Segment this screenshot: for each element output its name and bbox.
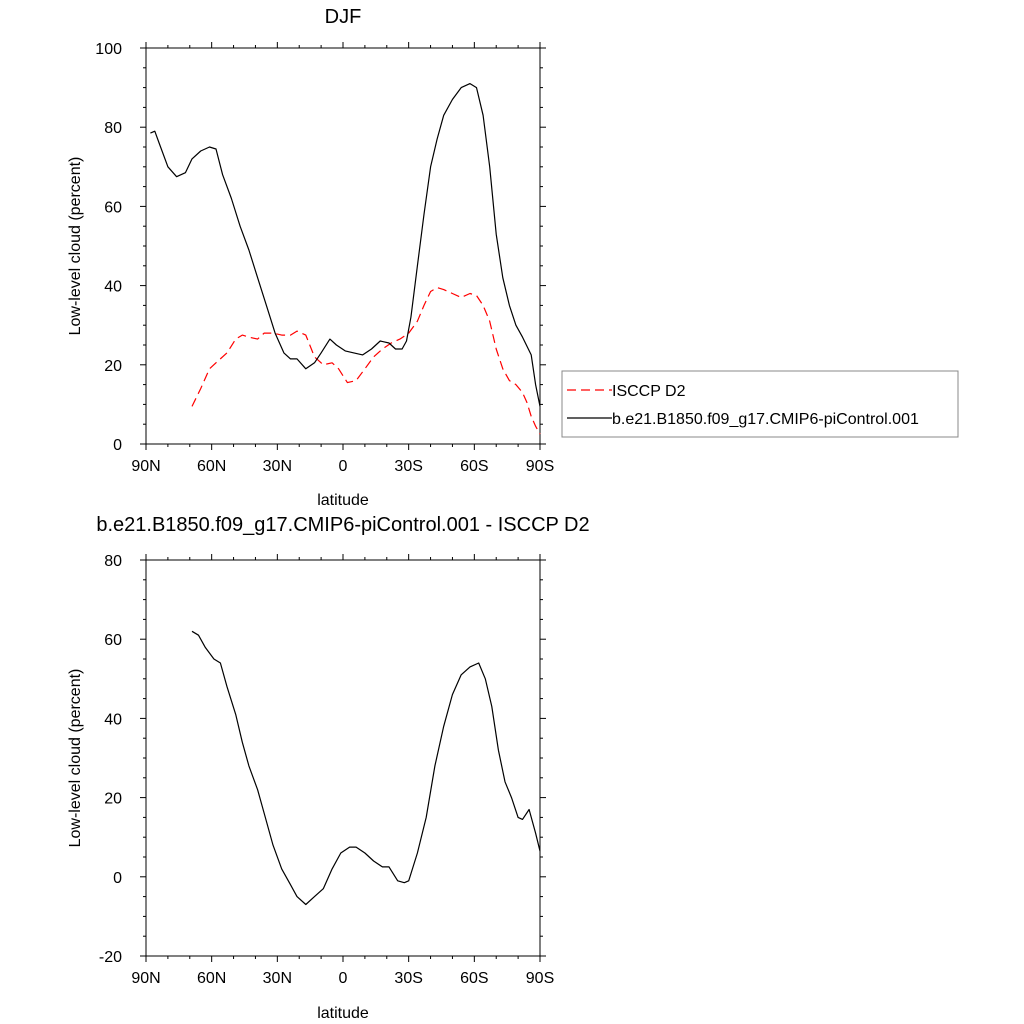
legend-box xyxy=(561,370,959,438)
x-tick-label: 30S xyxy=(394,458,422,475)
difference-chart-panel: b.e21.B1850.f09_g17.CMIP6-piControl.001 … xyxy=(67,514,590,1022)
djf-chart-panel: DJF 90N 60N 30N 0 30S 60S 90S 0 20 40 60 80 100 lat… xyxy=(67,6,959,509)
plot-frame xyxy=(145,559,541,957)
x-tick-labels: 90N 60N 30N 0 30S 60S 90S xyxy=(131,458,554,475)
chart-title: b.e21.B1850.f09_g17.CMIP6-piControl.001 … xyxy=(96,514,589,536)
x-tick-label: 0 xyxy=(339,458,348,475)
y-tick-label: 80 xyxy=(104,120,122,137)
legend: ISCCP D2 b.e21.B1850.f09_g17.CMIP6-piCon… xyxy=(561,370,959,438)
x-tick-label: 90S xyxy=(526,458,554,475)
series-lines xyxy=(191,630,541,906)
x-axis-label: latitude xyxy=(317,1005,369,1022)
y-tick-label: 20 xyxy=(104,791,122,808)
y-tick-label: 20 xyxy=(104,358,122,375)
x-tick-label: 60S xyxy=(460,970,488,987)
x-tick-label: 30N xyxy=(263,970,292,987)
y-tick-labels: -20 0 20 40 60 80 xyxy=(99,553,122,966)
y-tick-labels: 0 20 40 60 80 100 xyxy=(95,41,122,454)
x-tick-label: 0 xyxy=(339,970,348,987)
x-tick-label: 90N xyxy=(131,458,160,475)
y-tick-label: 60 xyxy=(104,199,122,216)
series-lines xyxy=(150,82,541,435)
y-tick-label: 40 xyxy=(104,279,122,296)
y-tick-label: 40 xyxy=(104,711,122,728)
x-tick-label: 60N xyxy=(197,458,226,475)
y-tick-label: 100 xyxy=(95,41,122,58)
tick-marks xyxy=(140,42,546,450)
series-line-model xyxy=(191,630,541,906)
x-tick-labels: 90N 60N 30N 0 30S 60S 90S xyxy=(131,970,554,987)
tick-marks xyxy=(140,554,546,962)
y-axis-label: Low-level cloud (percent) xyxy=(67,157,84,336)
legend-label-isccp: ISCCP D2 xyxy=(612,383,686,400)
x-tick-label: 30S xyxy=(394,970,422,987)
y-axis-label: Low-level cloud (percent) xyxy=(67,669,84,848)
chart-title: DJF xyxy=(325,6,362,28)
series-line-isccp-d2 xyxy=(191,287,541,435)
y-tick-label: -20 xyxy=(99,949,122,966)
y-tick-label: 80 xyxy=(104,553,122,570)
x-tick-label: 90S xyxy=(526,970,554,987)
x-tick-label: 60N xyxy=(197,970,226,987)
legend-label-model: b.e21.B1850.f09_g17.CMIP6-piControl.001 xyxy=(612,411,919,428)
x-tick-label: 60S xyxy=(460,458,488,475)
y-tick-label: 0 xyxy=(113,437,122,454)
y-tick-label: 0 xyxy=(113,870,122,887)
x-axis-label: latitude xyxy=(317,492,369,509)
y-tick-label: 60 xyxy=(104,632,122,649)
series-line-model xyxy=(150,82,541,407)
x-tick-label: 30N xyxy=(263,458,292,475)
x-tick-label: 90N xyxy=(131,970,160,987)
